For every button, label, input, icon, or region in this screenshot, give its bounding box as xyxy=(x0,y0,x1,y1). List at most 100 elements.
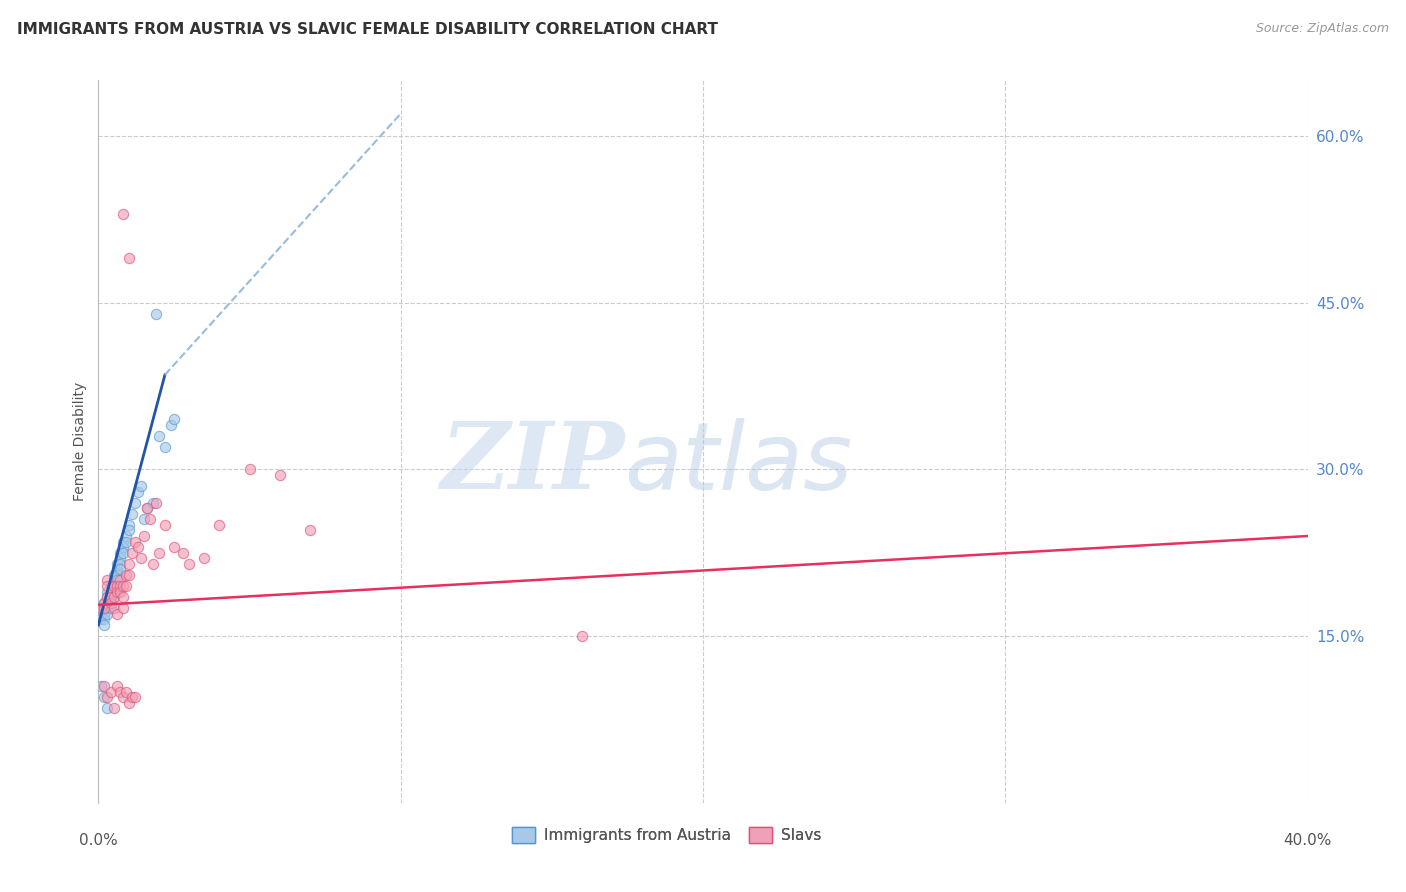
Point xyxy=(239,462,262,476)
Point xyxy=(93,596,115,610)
Point xyxy=(571,629,593,643)
Point xyxy=(105,607,128,621)
Point xyxy=(142,496,165,510)
Point xyxy=(129,479,152,493)
Point xyxy=(100,596,122,610)
Point xyxy=(145,307,167,321)
Point xyxy=(93,607,115,621)
Point xyxy=(108,557,131,571)
Point xyxy=(108,546,131,560)
Point xyxy=(96,590,118,604)
Point xyxy=(148,429,170,443)
Legend: Immigrants from Austria, Slavs: Immigrants from Austria, Slavs xyxy=(506,821,828,849)
Point xyxy=(172,546,194,560)
Point xyxy=(114,529,136,543)
Point xyxy=(114,579,136,593)
Point xyxy=(90,607,112,621)
Point xyxy=(96,596,118,610)
Y-axis label: Female Disability: Female Disability xyxy=(73,382,87,501)
Point xyxy=(108,551,131,566)
Point xyxy=(269,467,291,482)
Point xyxy=(93,596,115,610)
Text: ZIP: ZIP xyxy=(440,418,624,508)
Point xyxy=(111,540,134,554)
Point xyxy=(105,568,128,582)
Point xyxy=(145,496,167,510)
Point xyxy=(114,568,136,582)
Point xyxy=(90,601,112,615)
Point xyxy=(111,590,134,604)
Point xyxy=(108,584,131,599)
Point xyxy=(111,546,134,560)
Point xyxy=(118,557,141,571)
Point xyxy=(193,551,215,566)
Point xyxy=(299,524,322,538)
Point xyxy=(163,540,186,554)
Point xyxy=(127,540,149,554)
Point xyxy=(93,690,115,705)
Point xyxy=(96,574,118,588)
Point xyxy=(103,574,125,588)
Point xyxy=(100,584,122,599)
Point xyxy=(121,690,143,705)
Point xyxy=(129,551,152,566)
Point xyxy=(105,679,128,693)
Point xyxy=(100,579,122,593)
Point xyxy=(124,496,146,510)
Point xyxy=(121,507,143,521)
Point xyxy=(118,568,141,582)
Point xyxy=(148,546,170,560)
Point xyxy=(90,612,112,626)
Point xyxy=(103,579,125,593)
Point xyxy=(121,546,143,560)
Point xyxy=(105,579,128,593)
Point xyxy=(118,517,141,532)
Point xyxy=(179,557,201,571)
Point xyxy=(96,607,118,621)
Point xyxy=(118,524,141,538)
Point xyxy=(111,207,134,221)
Text: 0.0%: 0.0% xyxy=(79,833,118,848)
Point xyxy=(105,584,128,599)
Point xyxy=(103,579,125,593)
Point xyxy=(100,590,122,604)
Point xyxy=(103,701,125,715)
Text: 40.0%: 40.0% xyxy=(1284,833,1331,848)
Point xyxy=(139,512,162,526)
Point xyxy=(108,684,131,698)
Point xyxy=(163,412,186,426)
Point xyxy=(90,601,112,615)
Point xyxy=(127,484,149,499)
Point xyxy=(114,534,136,549)
Point xyxy=(96,590,118,604)
Point xyxy=(93,612,115,626)
Point xyxy=(100,601,122,615)
Point xyxy=(105,557,128,571)
Point xyxy=(96,690,118,705)
Point xyxy=(124,534,146,549)
Point xyxy=(111,534,134,549)
Point xyxy=(96,701,118,715)
Point xyxy=(100,684,122,698)
Point xyxy=(111,579,134,593)
Point xyxy=(105,562,128,576)
Point xyxy=(96,584,118,599)
Text: Source: ZipAtlas.com: Source: ZipAtlas.com xyxy=(1256,22,1389,36)
Point xyxy=(93,601,115,615)
Point xyxy=(93,601,115,615)
Point xyxy=(160,417,183,432)
Text: IMMIGRANTS FROM AUSTRIA VS SLAVIC FEMALE DISABILITY CORRELATION CHART: IMMIGRANTS FROM AUSTRIA VS SLAVIC FEMALE… xyxy=(17,22,718,37)
Point xyxy=(135,501,157,516)
Point xyxy=(208,517,231,532)
Text: atlas: atlas xyxy=(624,417,852,508)
Point xyxy=(105,579,128,593)
Point xyxy=(103,584,125,599)
Point xyxy=(100,590,122,604)
Point xyxy=(142,557,165,571)
Point xyxy=(132,512,155,526)
Point xyxy=(93,679,115,693)
Point xyxy=(108,574,131,588)
Point xyxy=(93,618,115,632)
Point xyxy=(135,501,157,516)
Point xyxy=(103,590,125,604)
